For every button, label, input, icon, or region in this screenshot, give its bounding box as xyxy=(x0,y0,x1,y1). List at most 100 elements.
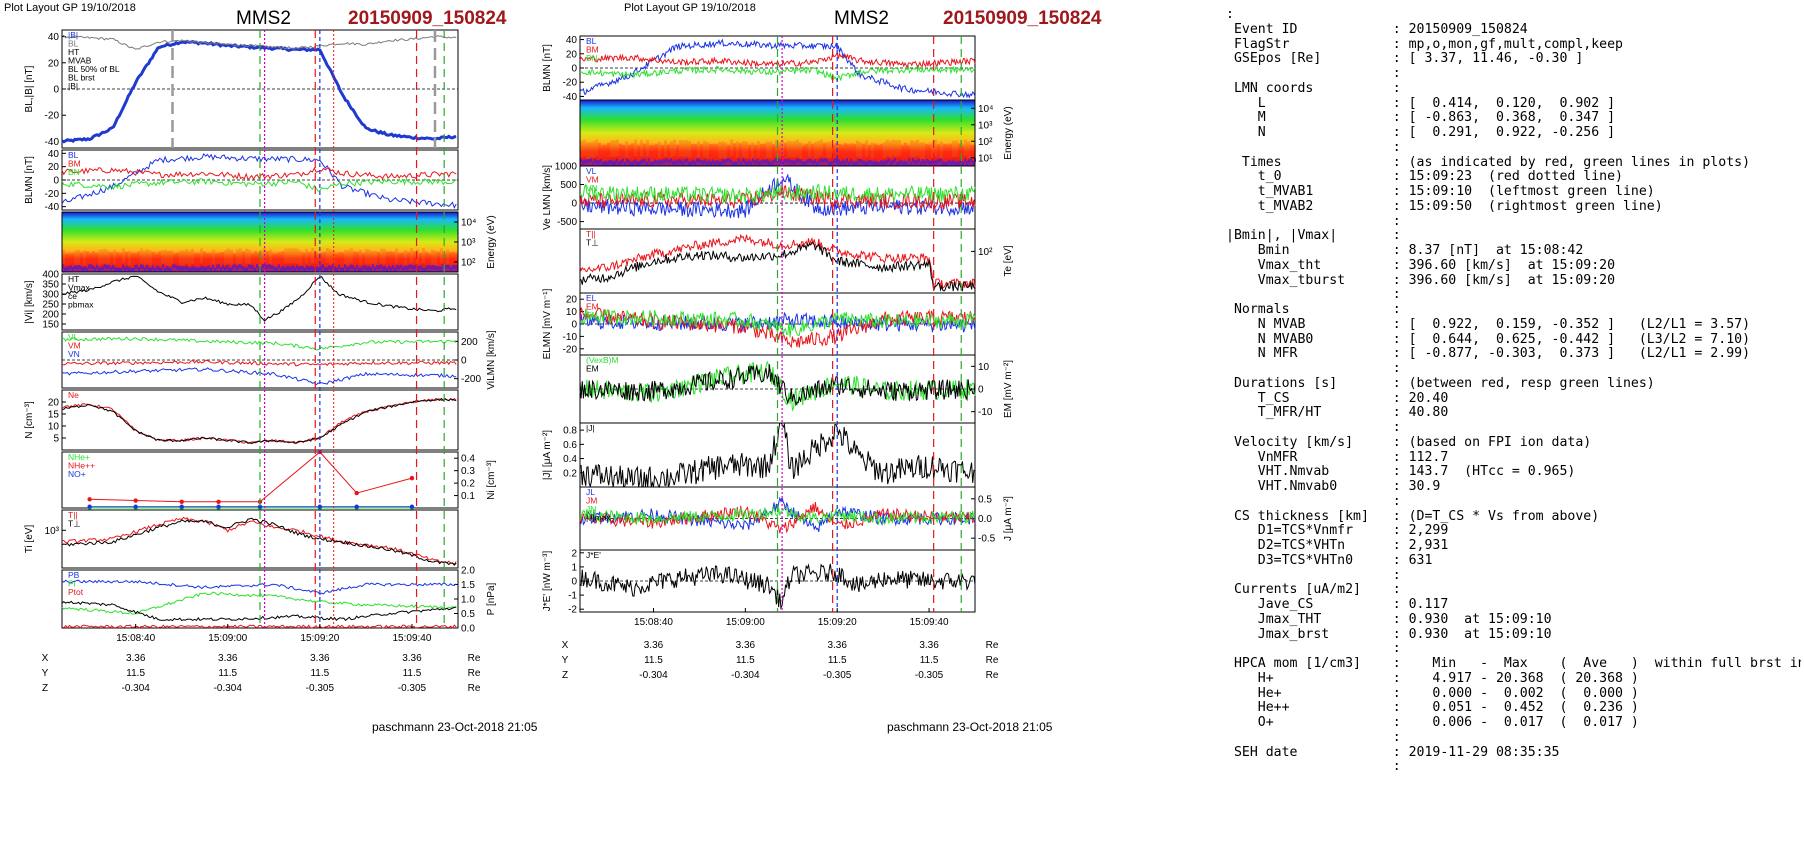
panel: 10² Te [eV] T||T⊥ xyxy=(579,228,1014,294)
series-line xyxy=(61,397,457,445)
legend-entry: HT xyxy=(68,47,79,57)
position-row-label: X xyxy=(562,640,569,651)
legend-entry: VM xyxy=(586,175,599,185)
data-point xyxy=(87,497,92,502)
y-tick-label: 250 xyxy=(42,300,59,311)
y-axis-label: J*E' [nW m⁻³] xyxy=(542,551,553,612)
legend-entry: Vmax xyxy=(68,283,90,293)
position-row-label: Y xyxy=(562,655,569,666)
position-row-label: Z xyxy=(42,683,48,694)
summary-line: O+ : 0.006 - 0.017 ( 0.017 ) xyxy=(1226,716,1639,730)
series-line xyxy=(61,39,457,144)
position-unit: Re xyxy=(986,670,999,681)
summary-line: T_MFR/HT : 40.80 xyxy=(1226,406,1449,421)
legend-entry: PB xyxy=(68,570,80,580)
y-tick-label: 20 xyxy=(566,49,578,60)
y-tick-label: 10³ xyxy=(461,238,476,249)
y-tick-label: 40 xyxy=(48,149,60,160)
series-line xyxy=(579,506,976,526)
summary-line: Jave_CS : 0.117 xyxy=(1226,598,1449,612)
y-tick-label: 20 xyxy=(566,295,578,306)
position-row-label: Y xyxy=(42,668,49,679)
summary-line: VHT.Nmvab0 : 30.9 xyxy=(1226,480,1441,494)
y-axis-label: ViLMN [km/s] xyxy=(486,330,497,389)
legend-entry: T⊥ xyxy=(586,238,599,248)
y-tick-label: 20 xyxy=(48,162,60,173)
legend-entry: EN xyxy=(586,310,598,320)
y-axis-label: Ti [eV] xyxy=(24,525,35,554)
legend-entry: BM xyxy=(586,45,599,55)
series-line xyxy=(579,38,976,99)
series-line xyxy=(61,167,457,181)
y-tick-label: 10³ xyxy=(978,120,993,131)
y-tick-label: 0.3 xyxy=(461,466,475,477)
position-value: -0.305 xyxy=(823,670,852,681)
y-axis-label: N [cm⁻³] xyxy=(24,401,35,439)
y-tick-label: 1000 xyxy=(555,162,578,173)
summary-line: D3=TCS*VHTn0 : 631 xyxy=(1226,553,1433,568)
position-value: 3.36 xyxy=(919,640,939,651)
panel: 10³ Ti [eV] T||T⊥ xyxy=(24,509,459,569)
event-id-title: 20150909_150824 xyxy=(943,8,1102,29)
summary-line: : xyxy=(1226,8,1234,22)
y-tick-label: 0.5 xyxy=(978,494,992,505)
series-line xyxy=(579,308,976,338)
y-tick-label: 10⁴ xyxy=(978,104,993,115)
legend-entry: Ptot xyxy=(68,587,84,597)
legend-entry: EM xyxy=(586,302,599,312)
y-tick-label: 20 xyxy=(48,398,60,409)
summary-line: Event ID : 20150909_150824 xyxy=(1226,22,1528,37)
y-tick-label: 400 xyxy=(42,270,59,281)
legend-entry: BN xyxy=(586,53,598,63)
y-tick-label: 10² xyxy=(978,247,993,258)
summary-line: : xyxy=(1226,730,1401,745)
legend-entry: ce xyxy=(68,291,77,301)
data-point xyxy=(216,504,221,509)
y-tick-label: -1 xyxy=(568,591,577,602)
x-tick-label: 15:08:40 xyxy=(116,633,155,644)
summary-line: t_0 : 15:09:23 (red dotted line) xyxy=(1226,170,1623,185)
position-value: 11.5 xyxy=(644,655,663,666)
y-tick-label: 0 xyxy=(571,199,577,210)
y-tick-label: -10 xyxy=(563,332,578,343)
position-value: 11.5 xyxy=(126,668,145,679)
summary-line: |Bmin|, |Vmax| : xyxy=(1226,229,1401,244)
x-tick-label: 15:09:00 xyxy=(726,617,765,628)
x-tick-label: 15:09:00 xyxy=(208,633,247,644)
y-tick-label: 20 xyxy=(48,58,60,69)
legend-entry: VL xyxy=(68,332,79,342)
y-tick-label: 5 xyxy=(53,434,59,445)
y-tick-label: 0 xyxy=(53,85,59,96)
summary-line: T_CS : 20.40 xyxy=(1226,391,1449,406)
y-axis-label: EM [mV m⁻²] xyxy=(1003,360,1014,418)
summary-line: Jmax_THT : 0.930 at 15:09:10 xyxy=(1226,612,1552,627)
summary-line: Velocity [km/s] : (based on FPI ion data… xyxy=(1226,435,1592,450)
position-row-label: X xyxy=(42,653,49,664)
summary-line: FlagStr : mp,o,mon,gf,mult,compl,keep xyxy=(1226,37,1623,52)
summary-line: : xyxy=(1226,214,1401,229)
panel: 10 0 -10 EM [mV m⁻²] (VexB)MEM xyxy=(579,354,1014,424)
y-axis-label: J [μA m⁻²] xyxy=(1003,496,1014,541)
summary-line: VHT.Nmvab : 143.7 (HTcc = 0.965) xyxy=(1226,465,1576,480)
y-tick-label: 0.2 xyxy=(461,479,475,490)
legend-entry: BL brst xyxy=(68,73,95,83)
series-line xyxy=(61,177,457,192)
y-tick-label: 0.4 xyxy=(563,454,577,465)
summary-line: LMN coords : xyxy=(1226,81,1401,96)
y-axis-label: Energy (eV) xyxy=(486,215,497,268)
y-tick-label: 200 xyxy=(461,337,478,348)
position-value: 11.5 xyxy=(736,655,755,666)
summary-line: CS thickness [km] : (D=T_CS * Vs from ab… xyxy=(1226,509,1600,524)
series-line xyxy=(61,367,457,386)
legend-entry: pbmax xyxy=(68,300,94,310)
legend-entry: BL xyxy=(68,150,79,160)
y-tick-label: 150 xyxy=(42,320,59,331)
y-tick-label: 1.5 xyxy=(461,580,475,591)
position-value: -0.304 xyxy=(639,670,668,681)
y-tick-label: 0.5 xyxy=(461,609,475,620)
